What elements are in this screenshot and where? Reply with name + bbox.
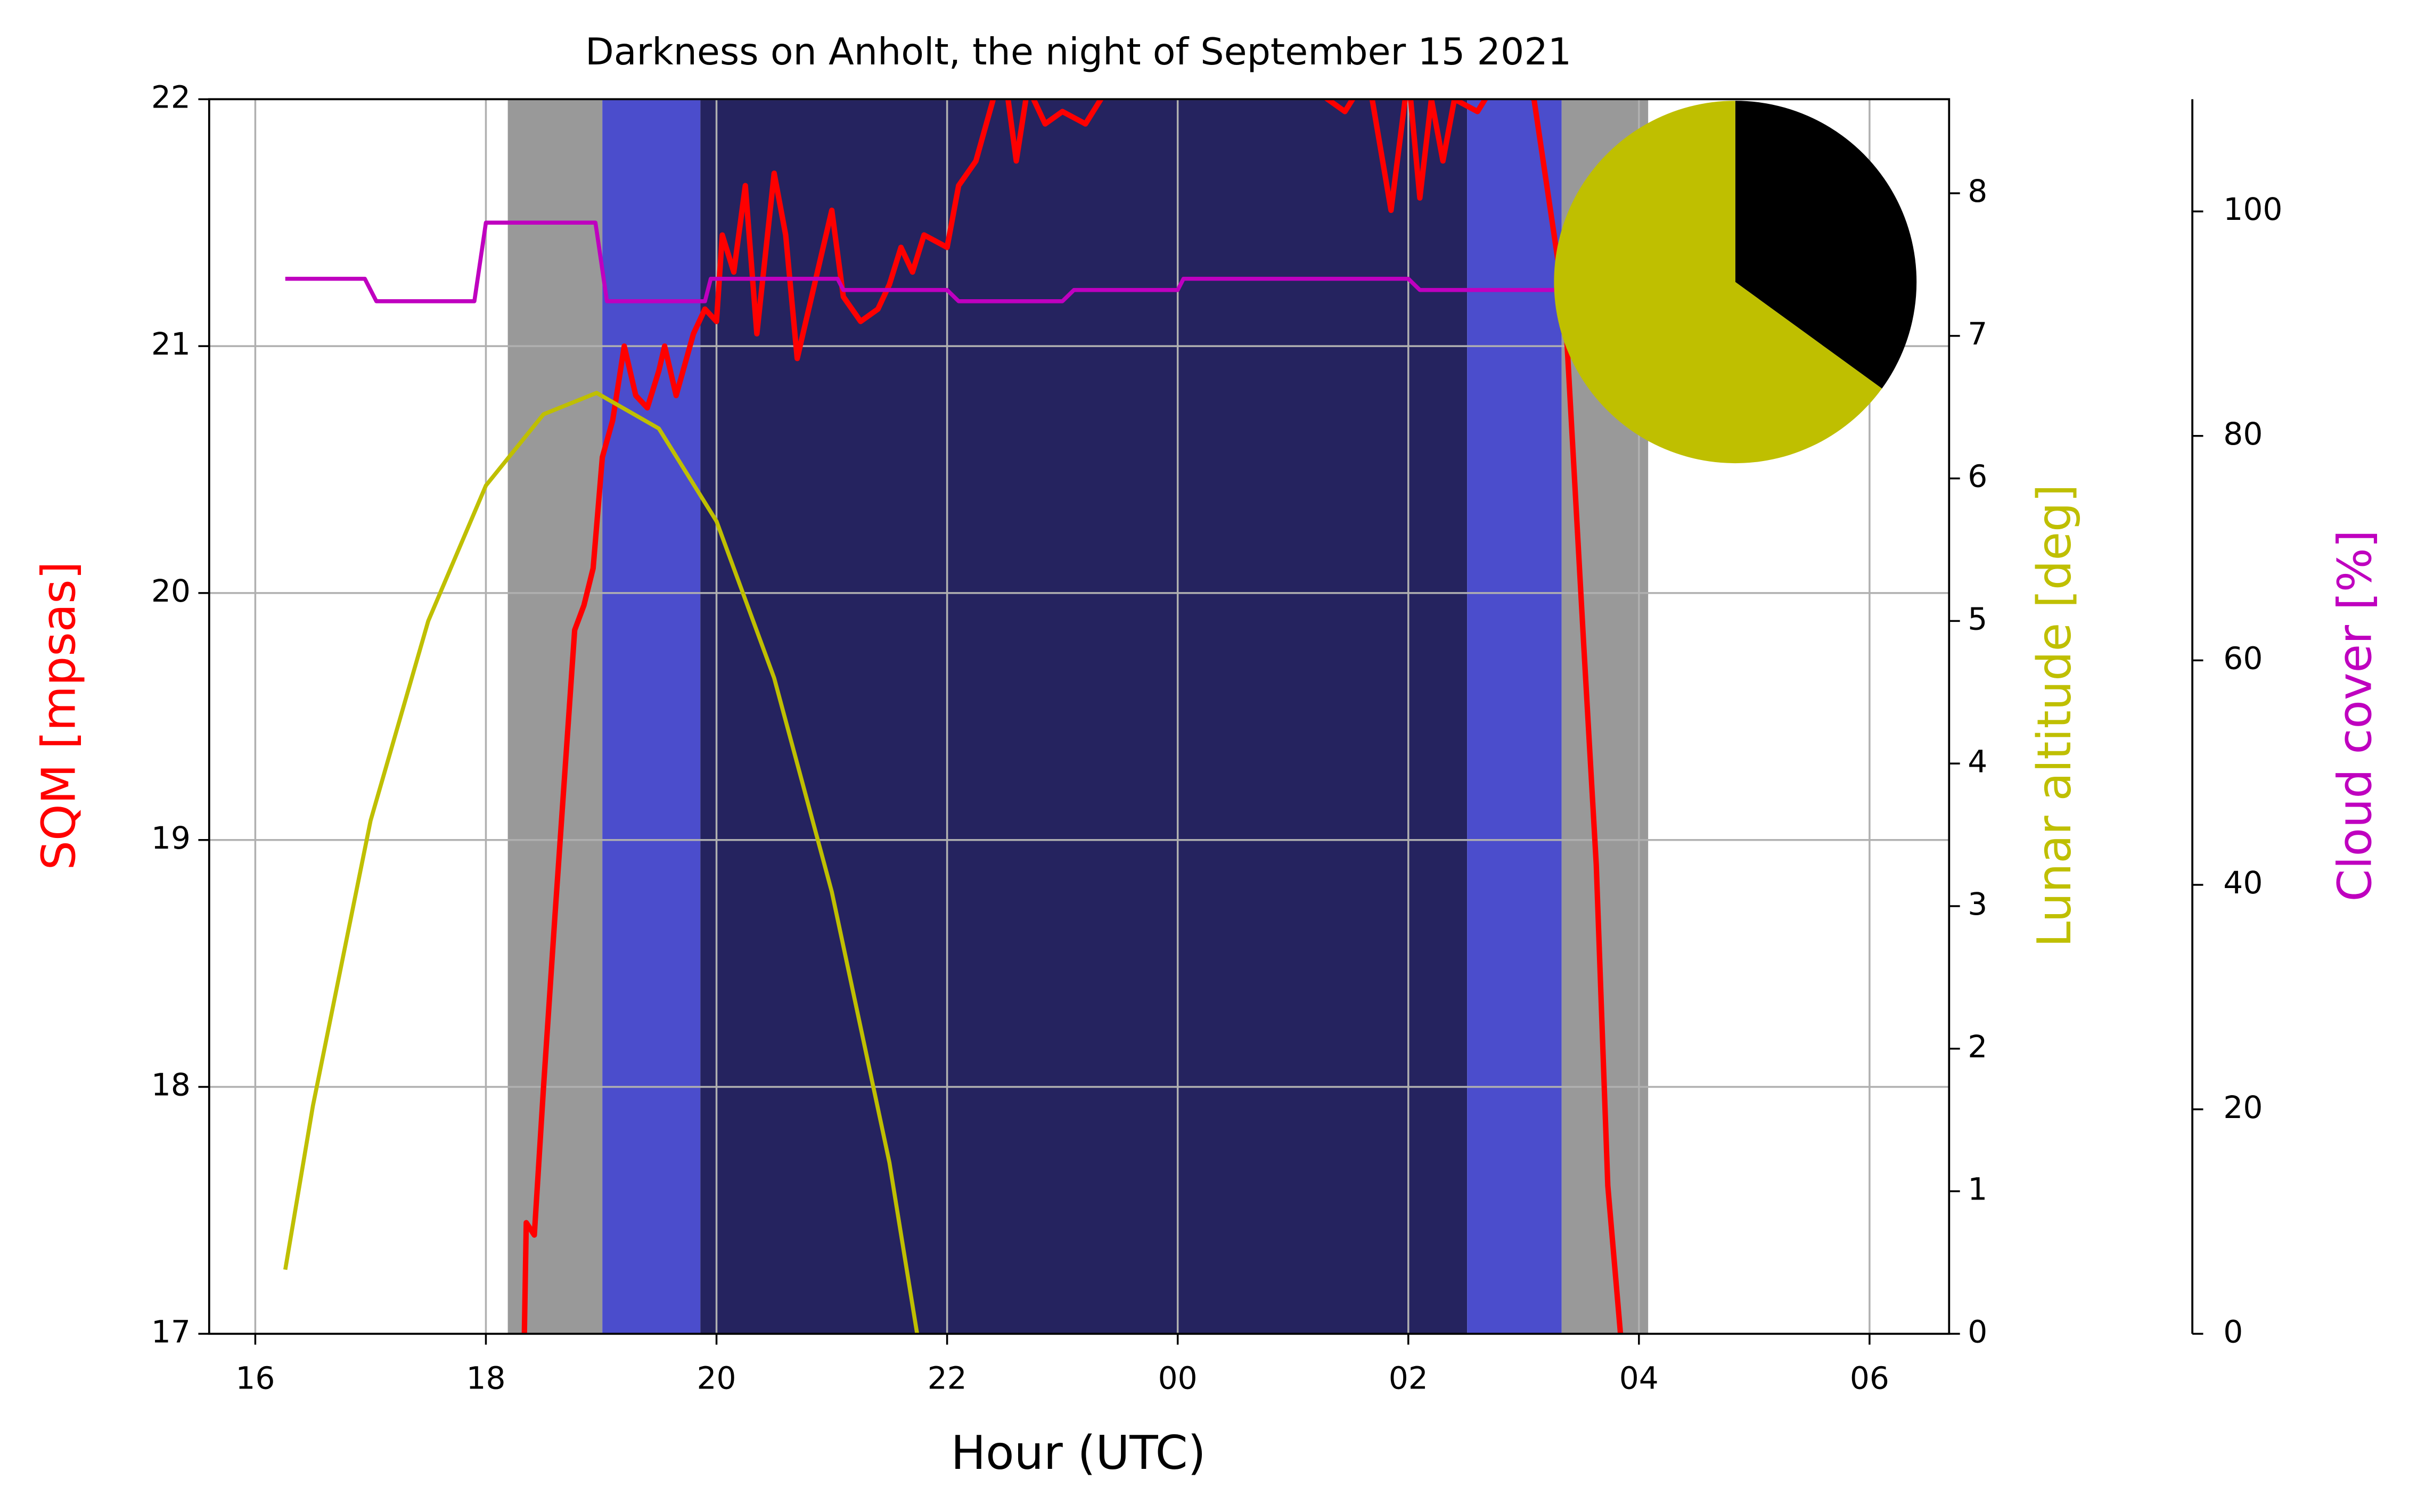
y2-tick-label: 6 [1968,458,1987,495]
y-tick-label: 22 [151,79,191,115]
twilight-band [602,99,701,1334]
y-axis-label: SQM [mpsas] [31,561,86,870]
pie [1554,101,1917,464]
series-line [285,220,1559,303]
grid [209,98,1949,1335]
y2-tick-label: 0 [1968,1313,1987,1350]
y2-tick-label: 3 [1968,886,1987,922]
y3-tick-label: 100 [2223,191,2282,227]
lines [283,99,1624,1334]
y3-tick-label: 60 [2223,640,2263,677]
y2-tick-label: 7 [1968,316,1987,352]
y3-tick-label: 40 [2223,865,2263,901]
y2-tick-label: 4 [1968,743,1987,779]
y3-tick-label: 80 [2223,416,2263,452]
y-tick-label: 20 [151,573,191,609]
x-tick-label: 22 [928,1360,967,1396]
x-tick-label: 00 [1158,1360,1198,1396]
x-tick-label: 18 [466,1360,505,1396]
series-line [283,391,920,1334]
y-tick-label: 21 [151,326,191,362]
y2-tick-label: 8 [1968,173,1987,209]
pie-slice [1554,101,1882,464]
y2-tick-label: 1 [1968,1171,1987,1207]
x-axis-label: Hour (UTC) [951,1426,1206,1480]
plot-frame [208,98,1951,1335]
axes: 16 18 20 22 00 02 04 06171819202122012345678020… [151,79,2283,1396]
y-tick-label: 18 [151,1067,191,1103]
x-tick-label: 20 [697,1360,736,1396]
y3-tick-label: 20 [2223,1089,2263,1125]
y2-tick-label: 5 [1968,601,1987,637]
y-tick-label: 19 [151,820,191,856]
twilight-band [507,99,603,1334]
y2-tick-label: 2 [1968,1029,1987,1065]
x-tick-label: 02 [1389,1360,1428,1396]
series-line [521,99,1624,1334]
twilight-band [700,99,1468,1334]
y3-axis-label: Cloud cover [%] [2328,530,2382,901]
pie-slice [1735,101,1917,389]
x-tick-label: 06 [1850,1360,1889,1396]
bands [507,99,1649,1334]
y2-axis-label: Lunar altitude [deg] [2027,484,2082,947]
y-tick-label: 17 [151,1313,191,1350]
y3-tick-label: 0 [2223,1313,2243,1350]
chart-title: Darkness on Anholt, the night of Septemb… [585,30,1571,73]
twilight-band [1467,99,1562,1334]
x-tick-label: 04 [1619,1360,1659,1396]
x-tick-label: 16 [235,1360,275,1396]
